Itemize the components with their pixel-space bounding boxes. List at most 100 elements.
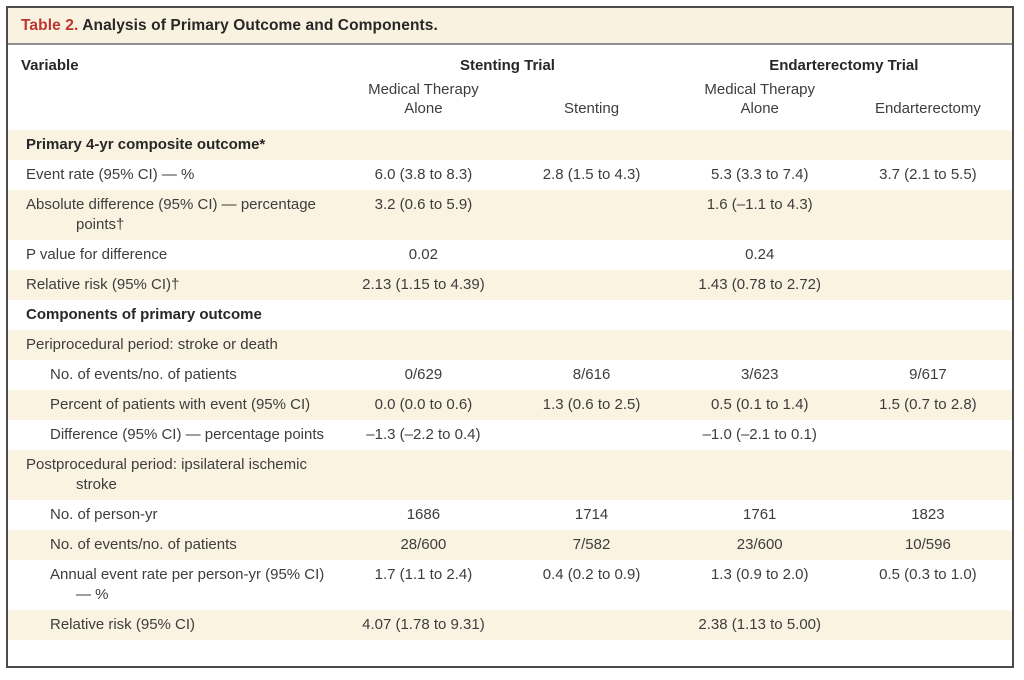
cell-value bbox=[339, 130, 507, 160]
cell-value bbox=[507, 420, 675, 450]
cell-value: 0.5 (0.3 to 1.0) bbox=[879, 566, 977, 583]
row-label: Postprocedural period: ipsilateral ische… bbox=[26, 456, 307, 493]
table-row: Relative risk (95% CI) 4.07 (1.78 to 9.3… bbox=[8, 610, 1012, 640]
row-label: P value for difference bbox=[26, 246, 168, 263]
row-label: Primary 4-yr composite outcome* bbox=[26, 136, 266, 153]
table-body: Primary 4-yr composite outcome* Event ra… bbox=[8, 130, 1012, 640]
cell-value: 23/600 bbox=[736, 536, 783, 553]
cell-value: 2.38 (1.13 to 5.00) bbox=[698, 616, 822, 633]
cell-value bbox=[844, 330, 1012, 360]
cell-value bbox=[844, 240, 1012, 270]
cell-value bbox=[676, 330, 844, 360]
cell-value bbox=[339, 300, 507, 330]
cell-value: 0.4 (0.2 to 0.9) bbox=[542, 566, 641, 583]
cell-value bbox=[844, 610, 1012, 640]
row-label: Difference (95% CI) — percentage points bbox=[50, 426, 325, 443]
cell-value: 4.07 (1.78 to 9.31) bbox=[362, 616, 485, 633]
table-title: Table 2. Analysis of Primary Outcome and… bbox=[8, 8, 1012, 45]
cell-value: 0/629 bbox=[404, 366, 443, 383]
cell-value: 1714 bbox=[574, 506, 609, 523]
cell-value bbox=[676, 300, 844, 330]
row-label: Annual event rate per person-yr (95% CI)… bbox=[50, 566, 325, 603]
row-label: No. of events/no. of patients bbox=[50, 536, 237, 553]
cell-value: 8/616 bbox=[572, 366, 611, 383]
table-row: Absolute difference (95% CI) — percentag… bbox=[8, 190, 1012, 240]
subheader-medical-therapy-endarterectomy: Medical Therapy Alone bbox=[675, 74, 844, 130]
cell-value bbox=[844, 130, 1012, 160]
cell-value bbox=[339, 330, 507, 360]
cell-value bbox=[507, 240, 675, 270]
table-row: Event rate (95% CI) — % 6.0 (3.8 to 8.3)… bbox=[8, 160, 1012, 190]
cell-value: 7/582 bbox=[572, 536, 611, 553]
row-label: Absolute difference (95% CI) — percentag… bbox=[26, 196, 316, 233]
cell-value: 1.43 (0.78 to 2.72) bbox=[698, 276, 822, 293]
table-row: No. of events/no. of patients 28/600 7/5… bbox=[8, 530, 1012, 560]
cell-value bbox=[844, 270, 1012, 300]
cell-value bbox=[507, 270, 675, 300]
cell-value: 28/600 bbox=[400, 536, 447, 553]
cell-value: 0.24 bbox=[745, 246, 775, 263]
cell-value: 1.3 (0.6 to 2.5) bbox=[542, 396, 641, 413]
cell-value bbox=[507, 610, 675, 640]
row-label: Event rate (95% CI) — % bbox=[26, 166, 195, 183]
cell-value: –1.3 (–2.2 to 0.4) bbox=[366, 426, 481, 443]
cell-value: –1.0 (–2.1 to 0.1) bbox=[702, 426, 817, 443]
cell-value: 0.0 (0.0 to 0.6) bbox=[374, 396, 473, 413]
cell-value: 3/623 bbox=[740, 366, 779, 383]
row-label: Percent of patients with event (95% CI) bbox=[50, 396, 311, 413]
table-header: Variable Stenting Trial Endarterectomy T… bbox=[8, 45, 1012, 130]
row-label: Relative risk (95% CI) bbox=[50, 616, 196, 633]
table-row: Percent of patients with event (95% CI) … bbox=[8, 390, 1012, 420]
cell-value bbox=[507, 450, 675, 500]
cell-value: 1761 bbox=[743, 506, 777, 523]
cell-value: 1.6 (–1.1 to 4.3) bbox=[706, 196, 813, 213]
row-label: Components of primary outcome bbox=[26, 306, 262, 323]
table-title-text: Analysis of Primary Outcome and Componen… bbox=[82, 17, 438, 34]
cell-value: 6.0 (3.8 to 8.3) bbox=[374, 166, 473, 183]
group-header-endarterectomy-trial: Endarterectomy Trial bbox=[675, 45, 1012, 74]
cell-value: 0.02 bbox=[408, 246, 438, 263]
cell-value: 3.7 (2.1 to 5.5) bbox=[879, 166, 977, 183]
cell-value bbox=[507, 130, 675, 160]
subheader-endarterectomy: Endarterectomy bbox=[843, 74, 1012, 130]
cell-value: 10/596 bbox=[904, 536, 951, 553]
table-row: Difference (95% CI) — percentage points … bbox=[8, 420, 1012, 450]
cell-value: 0.5 (0.1 to 1.4) bbox=[710, 396, 809, 413]
cell-value: 1.3 (0.9 to 2.0) bbox=[710, 566, 809, 583]
row-label: Relative risk (95% CI)† bbox=[26, 276, 180, 293]
cell-value bbox=[507, 300, 675, 330]
cell-value: 2.13 (1.15 to 4.39) bbox=[362, 276, 485, 293]
table-row: Relative risk (95% CI)† 2.13 (1.15 to 4.… bbox=[8, 270, 1012, 300]
cell-value bbox=[844, 420, 1012, 450]
group-header-stenting-trial: Stenting Trial bbox=[339, 45, 676, 74]
cell-value: 2.8 (1.5 to 4.3) bbox=[542, 166, 641, 183]
cell-value bbox=[507, 330, 675, 360]
cell-value: 1686 bbox=[406, 506, 441, 523]
outcome-table: Table 2. Analysis of Primary Outcome and… bbox=[6, 6, 1014, 668]
table-row: No. of events/no. of patients 0/629 8/61… bbox=[8, 360, 1012, 390]
cell-value: 5.3 (3.3 to 7.4) bbox=[710, 166, 809, 183]
cell-value bbox=[844, 190, 1012, 240]
cell-value: 1.5 (0.7 to 2.8) bbox=[879, 396, 977, 413]
row-label: No. of person-yr bbox=[50, 506, 158, 523]
table-number-label: Table 2. bbox=[21, 17, 79, 34]
cell-value: 3.2 (0.6 to 5.9) bbox=[374, 196, 473, 213]
row-label: No. of events/no. of patients bbox=[50, 366, 237, 383]
table-row: Components of primary outcome bbox=[8, 300, 1012, 330]
table-row: P value for difference 0.02 0.24 bbox=[8, 240, 1012, 270]
table-row: Periprocedural period: stroke or death bbox=[8, 330, 1012, 360]
table-row: No. of person-yr 1686 1714 1761 1823 bbox=[8, 500, 1012, 530]
cell-value bbox=[676, 450, 844, 500]
subheader-stenting: Stenting bbox=[507, 74, 676, 130]
cell-value bbox=[676, 130, 844, 160]
table-row: Postprocedural period: ipsilateral ische… bbox=[8, 450, 1012, 500]
cell-value: 1823 bbox=[911, 506, 945, 523]
row-label: Periprocedural period: stroke or death bbox=[26, 336, 278, 353]
cell-value bbox=[339, 450, 507, 500]
subheader-medical-therapy-stenting: Medical Therapy Alone bbox=[339, 74, 508, 130]
table-row: Annual event rate per person-yr (95% CI)… bbox=[8, 560, 1012, 610]
cell-value: 9/617 bbox=[909, 366, 947, 383]
table-row: Primary 4-yr composite outcome* bbox=[8, 130, 1012, 160]
cell-value: 1.7 (1.1 to 2.4) bbox=[374, 566, 473, 583]
cell-value bbox=[844, 300, 1012, 330]
